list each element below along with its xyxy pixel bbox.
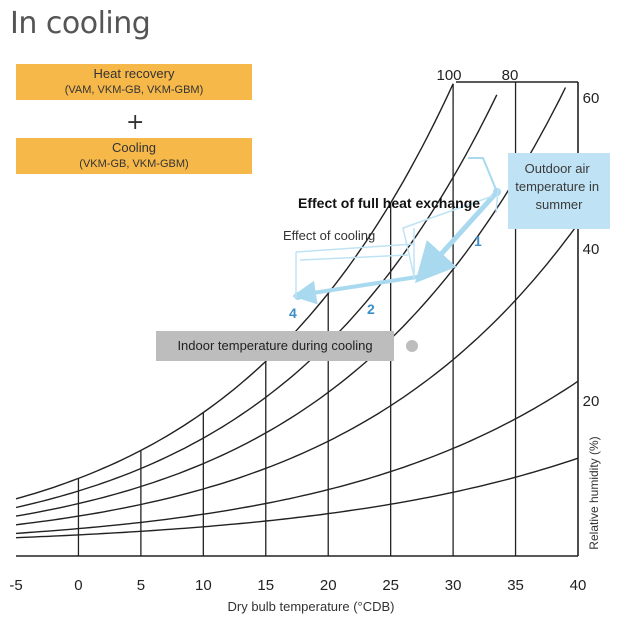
legend-heat-recovery: Heat recovery (VAM, VKM-GB, VKM-GBM) bbox=[16, 64, 252, 100]
legend-cooling: Cooling (VKM-GB, VKM-GBM) bbox=[16, 138, 252, 174]
x-tick--5: -5 bbox=[9, 577, 22, 594]
rh-curve-40 bbox=[15, 223, 579, 526]
marker-4: 4 bbox=[289, 305, 297, 321]
rh-curve-60 bbox=[15, 87, 567, 517]
rh-label-100: 100 bbox=[436, 67, 461, 84]
marker-1: 1 bbox=[474, 233, 482, 249]
heat-exchange-tick bbox=[495, 188, 499, 214]
effect-cooling-label: Effect of cooling bbox=[283, 228, 375, 243]
process-arrow-1 bbox=[414, 190, 499, 284]
outdoor-line-1: Outdoor air bbox=[525, 161, 591, 176]
x-tick-labels: -5 0 5 10 15 20 25 30 35 40 bbox=[9, 577, 586, 594]
rh-label-80: 80 bbox=[502, 67, 519, 84]
outdoor-air-label: Outdoor air temperature in summer bbox=[515, 161, 602, 212]
rh-label-40: 40 bbox=[583, 241, 600, 258]
rh-curve-20 bbox=[15, 380, 579, 535]
x-tick-25: 25 bbox=[382, 577, 399, 594]
process-arrow-2 bbox=[292, 274, 424, 305]
legend-heat-recovery-models: (VAM, VKM-GB, VKM-GBM) bbox=[64, 84, 204, 96]
rh-curve-100 bbox=[15, 83, 454, 500]
rh-curves bbox=[15, 83, 579, 539]
effect-full-heat-exchange-label: Effect of full heat exchange bbox=[298, 195, 480, 211]
x-tick-0: 0 bbox=[74, 577, 82, 594]
legend-cooling-label: Cooling bbox=[111, 140, 157, 155]
outdoor-line-3: summer bbox=[536, 197, 584, 212]
indoor-temperature-box bbox=[156, 331, 394, 361]
x-tick-15: 15 bbox=[257, 577, 274, 594]
rh-label-20: 20 bbox=[583, 393, 600, 410]
y-axis-label: Relative humidity (%) bbox=[587, 436, 601, 549]
x-tick-30: 30 bbox=[445, 577, 462, 594]
heat-exchange-bracket bbox=[402, 195, 494, 277]
indoor-point bbox=[406, 340, 418, 352]
legend-cooling-models: (VKM-GB, VKM-GBM) bbox=[79, 158, 189, 170]
rh-label-60: 60 bbox=[583, 90, 600, 107]
rh-curve-80 bbox=[15, 94, 498, 509]
indoor-temperature-label: Indoor temperature during cooling bbox=[177, 338, 372, 353]
rh-curve-10 bbox=[15, 457, 579, 539]
x-axis-label: Dry bulb temperature (°CDB) bbox=[227, 599, 394, 614]
page-title: In cooling bbox=[10, 6, 151, 41]
cooling-bracket-mid bbox=[299, 254, 409, 261]
outdoor-line-2: temperature in bbox=[515, 179, 599, 194]
x-tick-5: 5 bbox=[137, 577, 145, 594]
outdoor-air-box bbox=[508, 153, 610, 229]
end-point-4 bbox=[294, 292, 302, 300]
legend-plus: + bbox=[126, 110, 145, 135]
legend-heat-recovery-label: Heat recovery bbox=[93, 66, 175, 81]
x-tick-10: 10 bbox=[195, 577, 212, 594]
x-tick-20: 20 bbox=[320, 577, 337, 594]
outdoor-leader-line bbox=[468, 157, 498, 193]
x-tick-40: 40 bbox=[570, 577, 587, 594]
marker-2: 2 bbox=[367, 301, 375, 317]
x-tick-35: 35 bbox=[507, 577, 524, 594]
cooling-bracket-top bbox=[295, 243, 415, 253]
